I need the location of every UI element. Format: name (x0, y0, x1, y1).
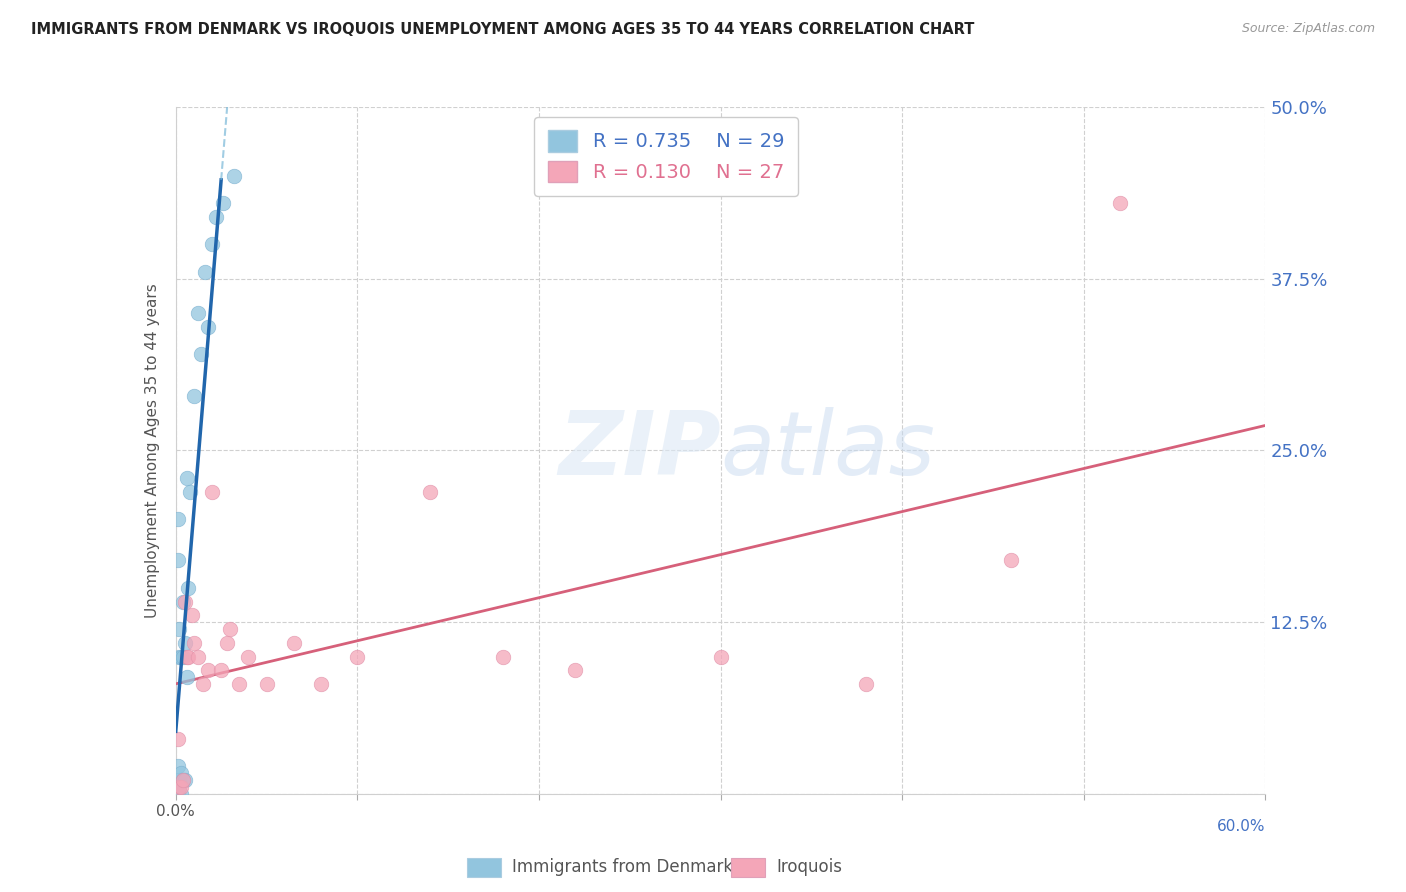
FancyBboxPatch shape (731, 858, 765, 878)
Point (204, 210, 226, 224)
Point (166, 759, 188, 773)
Point (256, 677, 278, 691)
Point (170, 766, 193, 780)
Point (212, 196, 235, 211)
Point (419, 484, 441, 499)
Point (238, 649, 260, 664)
Point (492, 649, 515, 664)
Point (309, 677, 332, 691)
Point (176, 471, 198, 485)
Point (170, 780, 193, 794)
Point (169, 622, 191, 636)
Point (186, 649, 209, 664)
Point (169, 773, 191, 788)
Point (201, 237, 224, 252)
Point (197, 663, 219, 677)
Point (166, 731, 188, 746)
Point (710, 649, 733, 664)
Point (170, 649, 193, 664)
Point (172, 773, 194, 788)
Point (346, 649, 368, 664)
Point (172, 649, 194, 664)
FancyBboxPatch shape (467, 858, 501, 878)
Point (166, 553, 188, 567)
Point (177, 649, 200, 664)
Point (179, 484, 201, 499)
Point (194, 265, 217, 279)
Point (173, 636, 195, 650)
Text: Source: ZipAtlas.com: Source: ZipAtlas.com (1241, 22, 1375, 36)
Point (169, 649, 191, 664)
Point (181, 608, 204, 623)
Point (183, 636, 205, 650)
Point (1000, 553, 1022, 567)
Point (169, 780, 191, 794)
Point (177, 581, 200, 595)
Point (166, 512, 188, 526)
Point (176, 649, 198, 664)
Point (170, 787, 193, 801)
Point (172, 773, 194, 788)
Point (283, 636, 305, 650)
Point (215, 636, 238, 650)
Y-axis label: Unemployment Among Ages 35 to 44 years: Unemployment Among Ages 35 to 44 years (145, 283, 160, 618)
Point (186, 306, 209, 320)
Point (176, 670, 198, 684)
Point (172, 594, 194, 608)
Point (564, 663, 586, 677)
Point (190, 347, 212, 361)
Text: 60.0%: 60.0% (1218, 819, 1265, 834)
Point (228, 677, 250, 691)
Text: IMMIGRANTS FROM DENMARK VS IROQUOIS UNEMPLOYMENT AMONG AGES 35 TO 44 YEARS CORRE: IMMIGRANTS FROM DENMARK VS IROQUOIS UNEM… (31, 22, 974, 37)
Point (222, 169, 245, 183)
Point (169, 780, 191, 794)
Point (183, 388, 205, 402)
Text: atlas: atlas (721, 408, 935, 493)
Point (201, 484, 224, 499)
Point (173, 773, 195, 788)
Legend: R = 0.735    N = 29, R = 0.130    N = 27: R = 0.735 N = 29, R = 0.130 N = 27 (534, 117, 797, 196)
Point (173, 594, 195, 608)
Point (855, 677, 877, 691)
Point (197, 319, 219, 334)
Point (1109, 196, 1132, 211)
Point (166, 787, 188, 801)
Text: Immigrants from Denmark: Immigrants from Denmark (512, 858, 733, 877)
Point (191, 677, 214, 691)
Text: ZIP: ZIP (558, 407, 721, 494)
Point (209, 663, 232, 677)
Text: Iroquois: Iroquois (776, 858, 842, 877)
Point (219, 622, 242, 636)
